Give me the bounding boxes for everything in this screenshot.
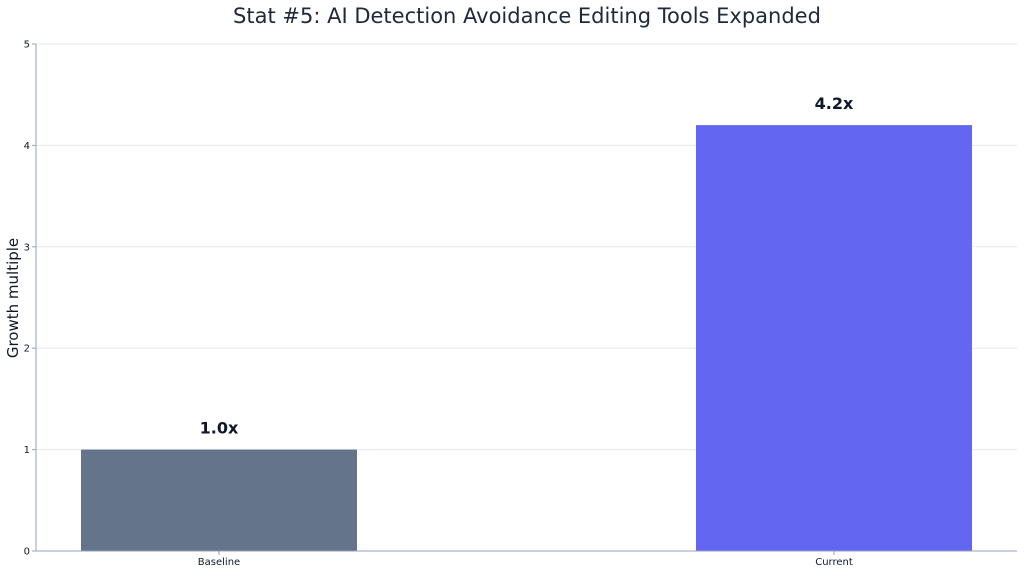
bar	[81, 449, 357, 551]
x-ticks: Baseline Current	[198, 551, 853, 568]
y-tick-label: 2	[24, 344, 30, 355]
y-tick-label: 5	[24, 40, 30, 51]
chart-title: Stat #5: AI Detection Avoidance Editing …	[233, 4, 821, 28]
x-tick-label: Baseline	[198, 557, 240, 568]
axes	[35, 44, 1017, 552]
y-tick-label: 3	[24, 242, 30, 253]
y-tick-label: 0	[24, 547, 30, 558]
bars	[81, 125, 972, 552]
data-label: 1.0x	[200, 419, 239, 438]
data-label: 4.2x	[815, 94, 854, 113]
y-tick-label: 1	[24, 445, 30, 456]
y-ticks: 0 1 2 3 4 5	[24, 40, 36, 558]
y-axis-label: Growth multiple	[4, 238, 22, 358]
x-tick-label: Current	[815, 557, 853, 568]
y-tick-label: 4	[24, 141, 30, 152]
data-labels: 1.0x 4.2x	[200, 94, 854, 437]
bar	[696, 125, 972, 552]
